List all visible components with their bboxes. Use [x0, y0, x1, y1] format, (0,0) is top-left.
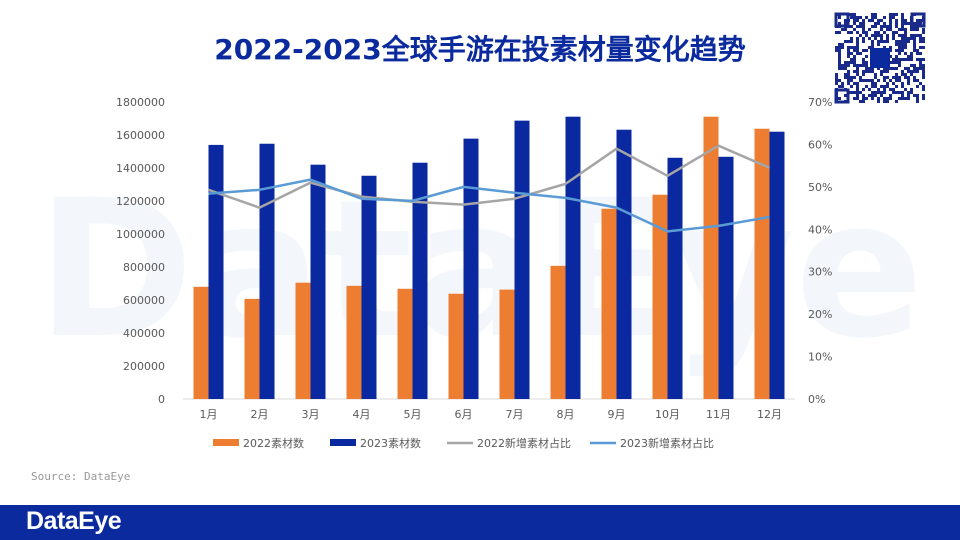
right-axis-tick: 20%: [808, 308, 832, 321]
left-axis-tick: 200000: [123, 360, 165, 373]
x-axis-tick: 8月: [557, 408, 575, 421]
bar-2022: [346, 285, 362, 399]
bar-2023: [718, 156, 734, 399]
right-axis-tick: 60%: [808, 138, 832, 151]
left-axis-tick: 800000: [123, 261, 165, 274]
right-axis-tick: 40%: [808, 223, 832, 236]
bar-2022: [448, 293, 464, 399]
right-axis-tick: 70%: [808, 96, 832, 109]
bar-2023: [514, 120, 530, 400]
legend-label: 2023素材数: [360, 436, 421, 450]
x-axis-tick: 9月: [608, 408, 626, 421]
bar-2023: [361, 175, 377, 399]
x-axis-tick: 6月: [455, 408, 473, 421]
page-title: 2022-2023全球手游在投素材量变化趋势: [214, 33, 746, 66]
right-axis-tick: 30%: [808, 266, 832, 279]
right-axis-tick: 50%: [808, 181, 832, 194]
bar-2023: [310, 164, 326, 399]
x-axis-tick: 4月: [353, 408, 371, 421]
bar-2022: [601, 208, 617, 399]
dataeye-logo: DataEye: [26, 507, 122, 535]
x-axis-tick: 11月: [706, 408, 731, 421]
left-axis-tick: 1200000: [116, 195, 165, 208]
x-axis-tick: 1月: [200, 408, 218, 421]
legend-swatch: [213, 439, 239, 446]
x-axis-tick: 12月: [757, 408, 782, 421]
legend-swatch: [330, 439, 356, 446]
bar-2023: [412, 162, 428, 399]
bar-2022: [550, 265, 566, 399]
x-axis-tick: 2月: [251, 408, 269, 421]
bar-2023: [616, 129, 632, 399]
right-axis-tick: 10%: [808, 351, 832, 364]
legend-label: 2022素材数: [243, 436, 304, 450]
bar-2022: [652, 194, 668, 399]
line-2023-ratio: [208, 178, 770, 233]
left-axis-tick: 400000: [123, 327, 165, 340]
footer-bar: DataEye: [0, 505, 960, 540]
left-axis-tick: 1800000: [116, 96, 165, 109]
bar-2023: [565, 116, 581, 399]
bar-2023: [259, 143, 275, 399]
line-2022-ratio: [208, 144, 770, 209]
bar-2022: [244, 298, 260, 399]
source-note: Source: DataEye: [31, 470, 131, 483]
bar-2022: [754, 128, 770, 400]
x-axis-tick: 5月: [404, 408, 422, 421]
x-axis-tick: 7月: [506, 408, 524, 421]
bar-2022: [703, 116, 719, 399]
x-axis-tick: 3月: [302, 408, 320, 421]
bar-2022: [295, 282, 311, 399]
right-axis-tick: 0%: [808, 393, 825, 406]
legend-label: 2022新增素材占比: [477, 436, 571, 450]
watermark: DataEye: [36, 159, 923, 380]
left-axis-tick: 600000: [123, 294, 165, 307]
bar-2023: [463, 138, 479, 399]
bar-2022: [193, 286, 209, 399]
left-axis-tick: 1400000: [116, 162, 165, 175]
qr-code: [834, 12, 926, 104]
bar-2022: [397, 288, 413, 399]
left-axis-tick: 1600000: [116, 129, 165, 142]
x-axis-tick: 10月: [655, 408, 680, 421]
left-axis-tick: 0: [158, 393, 165, 406]
bar-2023: [208, 144, 224, 399]
bar-2023: [667, 157, 683, 399]
bar-2022: [499, 289, 515, 399]
legend-label: 2023新增素材占比: [620, 436, 714, 450]
left-axis-tick: 1000000: [116, 228, 165, 241]
bar-2023: [769, 131, 785, 399]
